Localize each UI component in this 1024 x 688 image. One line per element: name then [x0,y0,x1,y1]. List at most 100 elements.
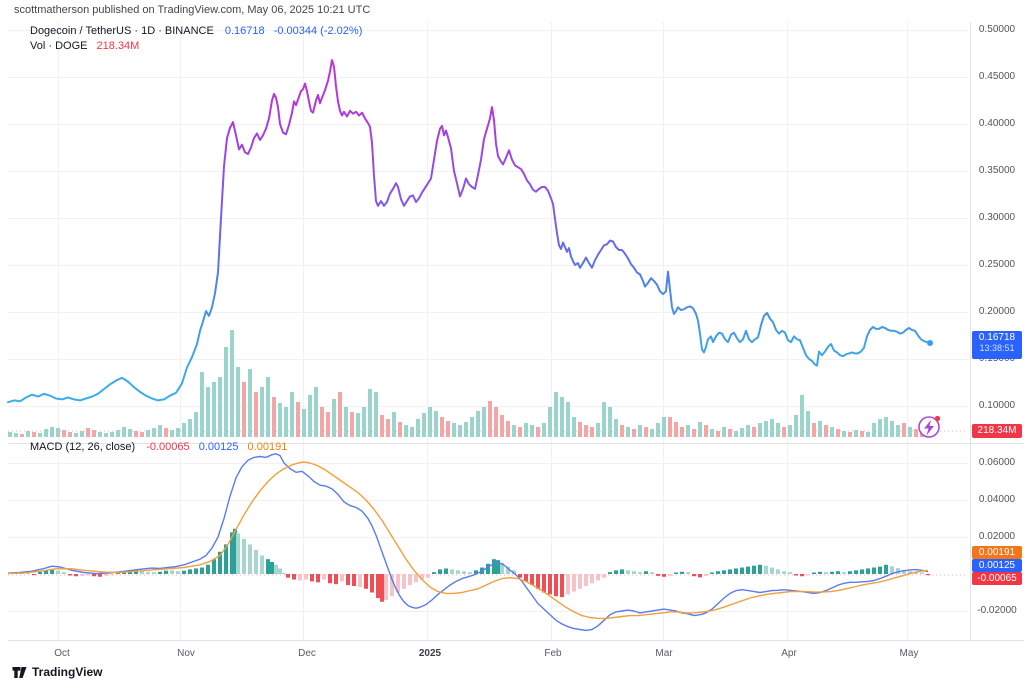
tradingview-logo-icon [12,666,27,678]
macd-histogram-bar [866,568,870,574]
volume-bar [824,425,828,437]
volume-bar [716,431,720,437]
macd-histogram-bar [752,565,756,574]
notification-dot [934,415,941,422]
macd-histogram-bar [304,574,308,580]
macd-histogram-bar [116,572,120,574]
volume-legend-row: Vol · DOGE 218.34M [30,40,139,52]
volume-bar [698,422,702,437]
macd-histogram-bar [414,574,418,583]
macd-histogram-bar [152,572,156,574]
volume-bar [464,422,468,437]
macd-histogram-bar [32,574,36,576]
volume-indicator-label[interactable]: Vol · DOGE [30,40,88,52]
macd-histogram-bar [860,569,864,574]
volume-bar [200,372,204,437]
volume-bar [650,429,654,437]
macd-histogram-bar [270,561,274,574]
macd-histogram-bar [824,572,828,574]
volume-bar [332,399,336,437]
macd-histogram-bar [468,572,472,574]
volume-bar [68,432,72,437]
volume-bar [434,411,438,437]
macd-histogram-bar [450,569,454,574]
volume-bar [680,427,684,437]
volume-bar [50,427,54,437]
volume-bar [218,377,222,437]
volume-bar [902,423,906,437]
macd-histogram-value: -0.00065 [146,441,190,453]
macd-histogram-bar [554,574,558,597]
volume-bar [188,419,192,437]
main-price-panel[interactable] [8,22,968,443]
volume-bar [152,428,156,437]
volume-bar [8,432,12,437]
volume-bar [536,427,540,437]
macd-histogram-bar [328,574,332,584]
volume-bar [266,377,270,437]
macd-histogram-bar [566,574,570,595]
volume-bar [866,432,870,437]
volume-bar [632,429,636,437]
macd-histogram-bar [286,574,290,578]
bar-close-countdown: 13:38:51 [979,343,1015,353]
macd-histogram-bar [692,574,696,577]
macd-histogram-bar [98,574,102,577]
macd-histogram-bar [408,574,412,586]
macd-histogram-bar [292,574,296,580]
macd-histogram-bar [710,572,714,574]
volume-bar [878,419,882,437]
macd-histogram-bar [486,563,490,574]
macd-histogram-bar [740,567,744,574]
volume-bar [740,428,744,437]
macd-histogram-bar [104,574,108,576]
macd-histogram-bar [788,572,792,574]
macd-histogram-bar [914,572,918,574]
volume-bar [74,433,78,437]
macd-histogram-bar [644,571,648,574]
macd-line [7,453,929,632]
macd-histogram-bar [560,574,564,598]
macd-histogram-bar [896,568,900,574]
macd-histogram-bar [496,560,500,574]
macd-histogram-bar [230,532,234,574]
macd-histogram-bar [758,564,762,574]
macd-histogram-bar [26,573,30,575]
volume-bar [290,392,294,437]
volume-bar [302,409,306,437]
tradingview-logo[interactable]: TradingView [12,665,102,679]
volume-bar [884,417,888,437]
macd-histogram-bar [260,555,264,574]
macd-histogram-bar [830,571,834,574]
volume-badge: 218.34M [972,424,1022,438]
volume-bar [104,433,108,437]
macd-histogram-bar [584,574,588,587]
volume-bar [620,425,624,437]
macd-histogram-bar [734,568,738,574]
price-axis-label: 0.45000 [978,71,1016,82]
price-line [7,59,931,404]
volume-bar [656,423,660,437]
symbol-title[interactable]: Dogecoin / TetherUS · 1D · BINANCE [30,25,214,37]
macd-histogram-bar [182,570,186,574]
macd-panel[interactable] [8,443,968,640]
volume-bar [308,395,312,437]
volume-bar [86,428,90,437]
volume-bar [482,407,486,437]
volume-bar [20,434,24,437]
volume-bar [584,425,588,437]
macd-histogram-bar [794,574,798,576]
lightning-bolt-icon[interactable] [924,420,934,436]
macd-indicator-label[interactable]: MACD (12, 26, close) [30,441,136,453]
volume-bar [800,395,804,437]
volume-bar [44,429,48,437]
volume-bar [452,423,456,437]
macd-histogram-bar [282,573,286,575]
volume-bar [548,407,552,437]
macd-histogram-bar [704,574,708,576]
volume-bar [170,430,174,437]
volume-bar [422,413,426,437]
macd-histogram-bar [668,574,672,576]
volume-bar [134,431,138,437]
